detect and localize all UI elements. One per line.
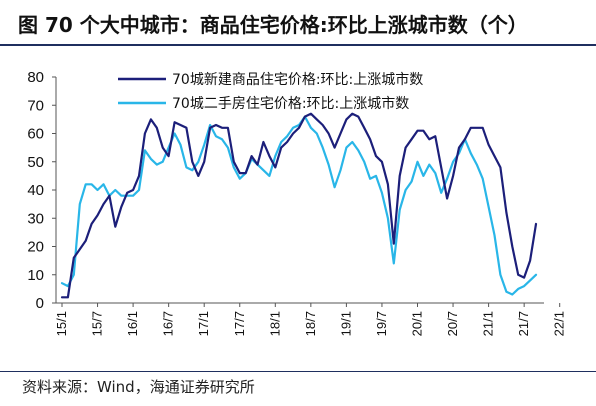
y-tick-label: 50: [27, 154, 44, 171]
legend-label: 70城新建商品住宅价格:环比:上涨城市数: [172, 71, 423, 88]
y-tick-label: 0: [36, 295, 44, 312]
line-chart: 0 10 20 30 40 50 60 70 80 15/1 15/7 16/1 16/7 17/1 17/…: [27, 69, 566, 336]
x-tick-label: 17/7: [232, 311, 247, 336]
x-tick-label: 21/1: [481, 311, 496, 336]
y-tick-label: 40: [27, 182, 44, 199]
x-tick-label: 18/7: [303, 311, 318, 336]
x-tick-label: 15/1: [54, 311, 69, 336]
y-tick-label: 30: [27, 210, 44, 227]
chart-title: 图 70 个大中城市：商品住宅价格:环比上涨城市数（个）: [18, 13, 528, 37]
series-line: [60, 112, 538, 299]
bottom-divider: [0, 371, 596, 372]
y-tick-label: 80: [27, 69, 44, 86]
legend-label: 70城二手房住宅价格:环比:上涨城市数: [172, 95, 409, 112]
source-note: 资料来源：Wind，海通证券研究所: [22, 378, 255, 396]
x-tick-label: 16/1: [125, 311, 140, 336]
x-tick-label: 19/7: [374, 311, 389, 336]
title-bar: 图 70 个大中城市：商品住宅价格:环比上涨城市数（个）: [0, 0, 596, 46]
y-tick-label: 60: [27, 126, 44, 143]
x-tick-label: 20/7: [445, 311, 460, 336]
x-tick-label: 15/7: [90, 311, 105, 336]
y-tick-label: 10: [27, 267, 44, 284]
x-tick-label: 19/1: [338, 311, 353, 336]
x-tick-label: 20/1: [410, 311, 425, 336]
x-tick-label: 17/1: [196, 311, 211, 336]
axes: 0 10 20 30 40 50 60 70 80 15/1 15/7 16/1 16/7 17/1 17/…: [27, 69, 566, 336]
x-tick-label: 21/7: [516, 311, 531, 336]
y-tick-label: 70: [27, 97, 44, 114]
x-tick-label: 22/1: [552, 311, 567, 336]
x-tick-label: 16/7: [161, 311, 176, 336]
y-tick-label: 20: [27, 239, 44, 256]
legend: 70城新建商品住宅价格:环比:上涨城市数 70城二手房住宅价格:环比:上涨城市数: [118, 71, 423, 112]
x-tick-label: 18/1: [267, 311, 282, 336]
series-lines: [60, 112, 538, 299]
series-line: [60, 115, 538, 296]
